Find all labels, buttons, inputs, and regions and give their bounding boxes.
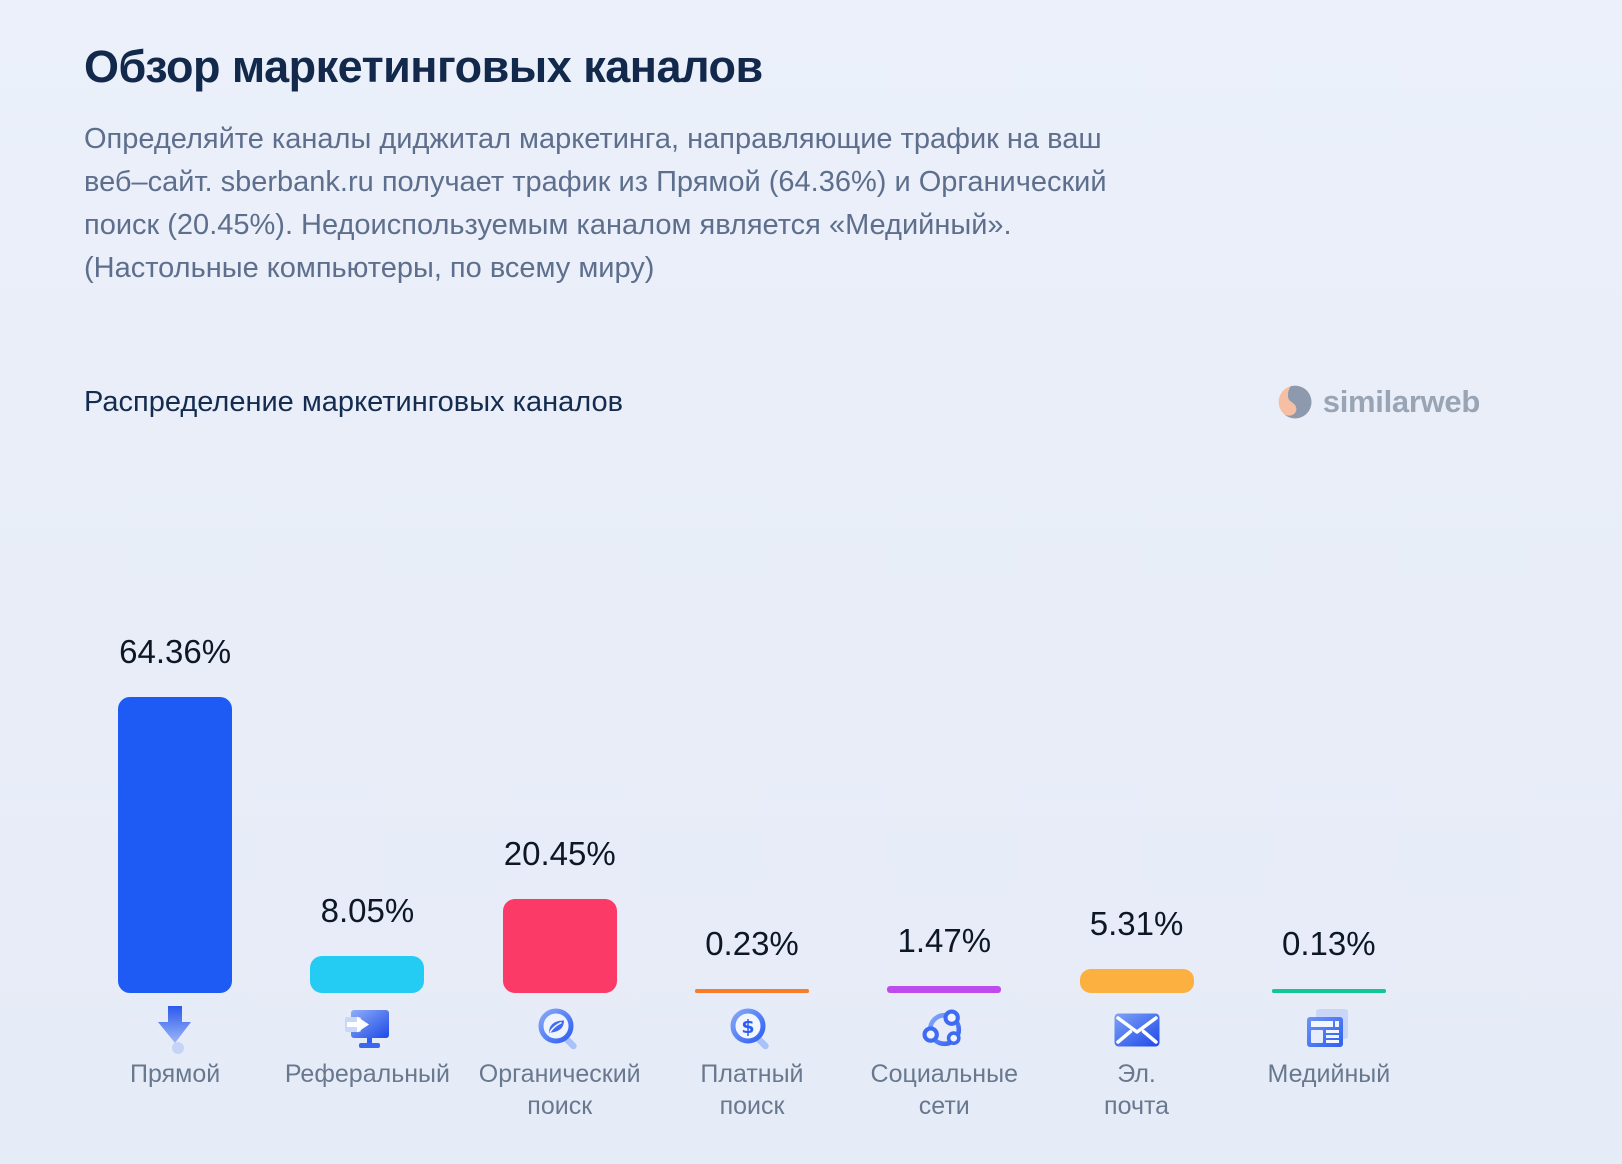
bar-value-label-paid-search: 0.23%	[705, 925, 799, 962]
channel-label-social: Социальные сети	[870, 1060, 1018, 1120]
page-description: Определяйте каналы диджитал маркетинга, …	[84, 118, 1384, 290]
page-description-line: поиск (20.45%). Недоиспользуемым каналом…	[84, 209, 1012, 241]
email-envelope-icon	[1112, 1005, 1162, 1055]
channel-column-paid-search: 0.23% $ Платный поиск	[656, 580, 848, 1136]
svg-text:$: $	[741, 1016, 754, 1038]
bar-paid-search[interactable]	[694, 989, 809, 993]
channel-column-email: 5.31% Эл. почта	[1040, 580, 1232, 1136]
direct-arrow-icon	[150, 1005, 200, 1055]
channel-column-social: 1.47% Социальные сети	[848, 580, 1040, 1136]
channel-column-referral: 8.05% Реферальный	[271, 580, 463, 1136]
organic-search-leaf-icon	[535, 1005, 585, 1055]
chart-title: Распределение маркетинговых каналов	[84, 385, 623, 418]
header: Обзор маркетинговых каналов Определяйте …	[84, 40, 1384, 290]
channel-label-organic-search: Органический поиск	[478, 1060, 641, 1120]
similarweb-logo: similarweb	[1276, 383, 1480, 421]
similarweb-swirl-icon	[1278, 385, 1312, 419]
bar-display[interactable]	[1271, 989, 1386, 993]
page-description-line: Определяйте каналы диджитал маркетинга, …	[84, 123, 1102, 155]
channel-label-direct: Прямой	[130, 1060, 221, 1088]
channel-column-direct: 64.36% Прямой	[79, 580, 271, 1136]
social-network-icon	[919, 1005, 969, 1055]
channel-label-display: Медийный	[1267, 1060, 1391, 1088]
bar-value-label-referral: 8.05%	[320, 892, 415, 929]
bar-value-label-display: 0.13%	[1282, 925, 1376, 962]
paid-search-dollar-icon: $	[727, 1005, 777, 1055]
page-title: Обзор маркетинговых каналов	[84, 41, 763, 92]
display-ads-icon	[1304, 1005, 1354, 1055]
marketing-channels-bar-chart: 64.36% Прямой 8.05% Реферальный 20.45% Орг…	[79, 580, 1425, 1136]
similarweb-wordmark: similarweb	[1322, 384, 1481, 419]
channel-label-email: Эл. почта	[1104, 1060, 1170, 1120]
bar-email[interactable]	[1079, 969, 1194, 993]
bar-value-label-direct: 64.36%	[119, 633, 232, 670]
bar-value-label-organic-search: 20.45%	[503, 835, 616, 872]
bar-social[interactable]	[887, 986, 1002, 993]
bar-organic-search[interactable]	[502, 899, 617, 993]
page-description-line: веб–сайт. sberbank.ru получает трафик из…	[84, 166, 1107, 198]
bar-referral[interactable]	[310, 956, 425, 993]
bar-direct[interactable]	[118, 697, 233, 993]
bar-value-label-email: 5.31%	[1089, 905, 1184, 942]
channel-label-referral: Реферальный	[284, 1060, 450, 1088]
page-description-line: (Настольные компьютеры, по всему миру)	[84, 252, 655, 284]
referral-monitor-icon	[342, 1005, 392, 1055]
channel-label-paid-search: Платный поиск	[700, 1060, 804, 1120]
channel-column-display: 0.13% Медийный	[1233, 580, 1425, 1136]
channel-column-organic-search: 20.45% Органический поиск	[464, 580, 656, 1136]
chart-header: Распределение маркетинговых каналов simi…	[84, 383, 1480, 421]
bar-value-label-social: 1.47%	[897, 922, 992, 959]
